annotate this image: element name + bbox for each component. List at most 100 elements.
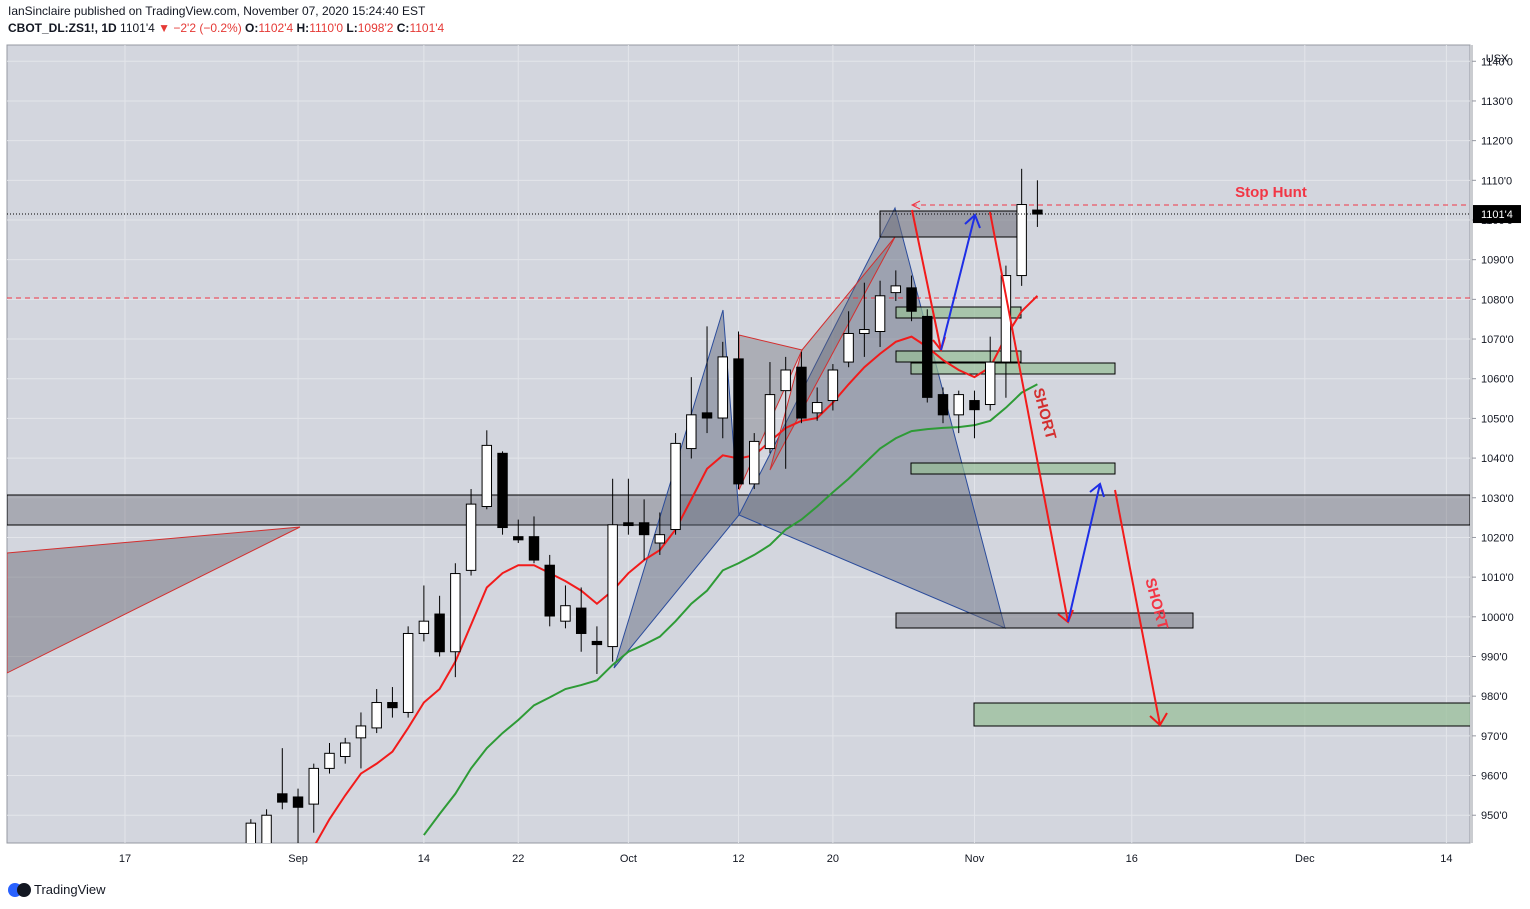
footer: TradingView <box>34 882 106 897</box>
candle-body <box>811 402 823 414</box>
candle-body <box>796 366 807 419</box>
last-price-box <box>1473 205 1521 224</box>
candle-body <box>843 332 854 363</box>
candle-body <box>481 444 493 507</box>
candle-body <box>497 452 508 529</box>
l: 1098'2 <box>357 21 394 35</box>
arrow <box>940 214 976 351</box>
pattern <box>738 206 1006 629</box>
h-label: H: <box>296 21 310 35</box>
candle-body <box>764 394 776 450</box>
candle-body <box>733 358 744 485</box>
candle-body <box>937 394 949 416</box>
x-tick-label: 16 <box>1126 853 1138 865</box>
candle-body <box>670 442 681 531</box>
zone <box>895 350 1022 363</box>
x-tick-label: 17 <box>119 853 131 865</box>
y-tick-label: 1070'0 <box>1481 334 1514 346</box>
zone <box>895 612 1194 629</box>
candle-body <box>654 534 666 544</box>
x-tick-label: 14 <box>418 853 430 865</box>
annotation: Stop Hunt <box>1235 184 1307 201</box>
y-tick-label: 1060'0 <box>1481 374 1514 386</box>
candle-body <box>450 573 461 653</box>
x-tick-label: Nov <box>965 853 985 865</box>
candle-body <box>859 329 870 334</box>
zone <box>910 462 1116 475</box>
symbol-line: CBOT_DL:ZS1!, 1D 1101'4 ▼ −2'2 (−0.2%) O… <box>8 21 444 35</box>
y-tick-label: 1110'0 <box>1481 175 1512 187</box>
candle-body <box>827 369 839 402</box>
candle-body <box>402 632 414 713</box>
y-tick-label: 1080'0 <box>1481 294 1514 306</box>
arrowhead <box>910 200 921 210</box>
candle-body <box>1032 209 1043 215</box>
y-tick-label: 950'0 <box>1481 810 1508 822</box>
candle-body <box>607 524 618 648</box>
c: 1101'4 <box>409 21 445 35</box>
candle-body <box>528 536 540 561</box>
candle-body <box>418 620 430 634</box>
y-tick-label: 1040'0 <box>1481 453 1514 465</box>
y-tick-label: 960'0 <box>1481 771 1508 783</box>
candle-body <box>1016 204 1027 277</box>
logo <box>8 883 31 897</box>
symbol: CBOT_DL:ZS1!, 1D <box>8 21 117 35</box>
candle-body <box>465 503 477 571</box>
zone <box>879 210 1022 238</box>
candle-body <box>874 295 886 333</box>
triangle <box>7 526 301 674</box>
arrowhead <box>1089 482 1105 498</box>
y-tick-label: 1010'0 <box>1481 572 1514 584</box>
candle-body <box>749 440 760 485</box>
y-tick-label: 1020'0 <box>1481 532 1514 544</box>
ma-line <box>423 383 1038 836</box>
candle-body <box>701 412 713 419</box>
c-label: C: <box>396 21 410 35</box>
x-tick-label: 12 <box>732 853 744 865</box>
arrowhead <box>964 213 981 229</box>
candle-body <box>686 414 697 450</box>
x-tick-label: 22 <box>512 853 524 865</box>
candle-body <box>324 752 335 769</box>
x-tick-label: Dec <box>1295 853 1315 865</box>
h: 1110'0 <box>309 21 344 35</box>
candle-body <box>544 564 555 617</box>
arrow <box>1114 489 1161 726</box>
zone <box>973 702 1470 727</box>
o-label: O: <box>245 21 259 35</box>
arrowhead <box>1149 712 1168 727</box>
candle-body <box>245 822 257 843</box>
candle-body <box>340 742 351 757</box>
candle-body <box>638 522 650 536</box>
arrow <box>1067 483 1101 623</box>
candle-body <box>623 522 634 527</box>
y-tick-label: 1140'0 <box>1481 56 1513 68</box>
candle-body <box>292 796 304 808</box>
last: 1101'4 <box>120 21 155 35</box>
y-tick-label: 970'0 <box>1481 731 1508 743</box>
candle-body <box>922 315 933 398</box>
candle-body <box>890 285 902 294</box>
candle-body <box>575 607 587 634</box>
y-tick-label: 1130'0 <box>1481 96 1513 108</box>
candle-body <box>434 613 445 653</box>
candle-body <box>277 793 288 803</box>
candle-body <box>591 640 603 646</box>
y-tick-label: 990'0 <box>1481 651 1508 663</box>
candle-body <box>261 814 272 843</box>
x-tick-label: 14 <box>1440 853 1452 865</box>
y-tick-label: 1000'0 <box>1481 612 1514 624</box>
zone <box>910 362 1116 375</box>
y-tick-label: 1030'0 <box>1481 493 1514 505</box>
currency: USX <box>1486 53 1509 65</box>
arrow <box>989 211 1069 623</box>
y-tick-label: 1090'0 <box>1481 255 1514 267</box>
candle-body <box>717 356 728 419</box>
candle-body <box>1000 275 1012 363</box>
y-tick-label: 980'0 <box>1481 691 1508 703</box>
candle-body <box>969 400 980 411</box>
candle-body <box>560 605 571 622</box>
